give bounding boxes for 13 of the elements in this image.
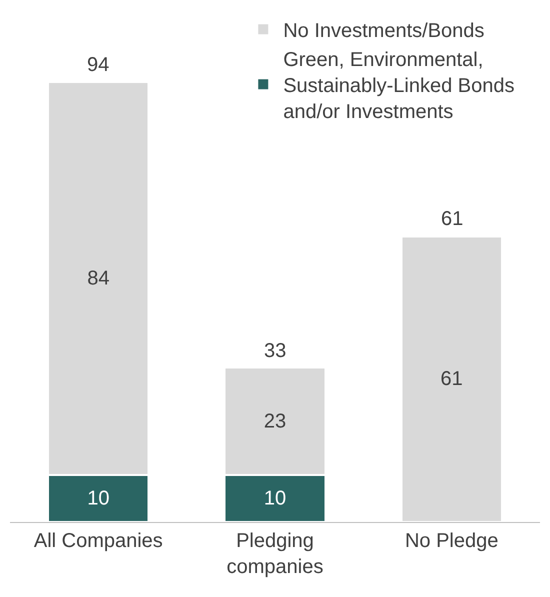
total-label: 61 (441, 208, 464, 230)
x-tick-label: No Pledge (404, 530, 498, 552)
data-label: 10 (264, 488, 286, 510)
x-tick-label: Pledging companies (226, 530, 324, 578)
data-label: 10 (87, 488, 110, 510)
legend-label: Green, Environmental, Sustainably-Linked Bonds and/or Investments (283, 49, 514, 123)
total-label: 94 (87, 54, 110, 76)
total-label: 33 (264, 340, 286, 362)
legend-label: No Investments/Bonds (283, 20, 484, 42)
data-label: 84 (87, 268, 110, 290)
data-label: 23 (264, 410, 286, 432)
data-label: 61 (440, 368, 463, 390)
x-tick-label: All Companies (34, 530, 163, 552)
